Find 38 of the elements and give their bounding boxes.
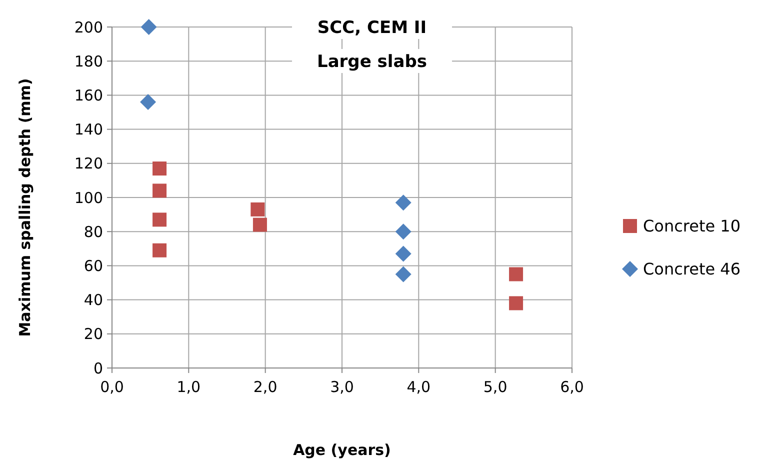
x-tick-label: 5,0 — [483, 378, 508, 396]
x-tick-label: 1,0 — [176, 378, 201, 396]
point — [140, 19, 157, 35]
point — [152, 243, 167, 258]
y-tick-label: 160 — [74, 86, 103, 104]
legend-label: Concrete 10 — [643, 216, 741, 236]
x-tick-label: 2,0 — [253, 378, 278, 396]
x-tick-label: 0,0 — [100, 378, 124, 396]
point — [252, 218, 267, 232]
y-tick-label: 180 — [74, 52, 103, 70]
chart-title: SCC, CEM II — [317, 18, 427, 38]
y-axis-title: Maximum spalling depth (mm) — [16, 78, 34, 337]
y-tick-label: 0 — [93, 359, 103, 378]
y-tick-label: 120 — [74, 154, 103, 173]
point — [509, 267, 524, 282]
point — [395, 194, 412, 211]
x-tick-label: 3,0 — [330, 378, 354, 396]
point — [140, 94, 156, 110]
point — [395, 246, 412, 262]
y-tick-label: 20 — [84, 325, 103, 344]
y-tick-label: 60 — [84, 256, 103, 275]
x-tick-label: 4,0 — [406, 378, 431, 396]
y-tick-label: 140 — [74, 120, 103, 139]
x-axis-title: Age (years) — [293, 441, 391, 459]
legend-label: Concrete 46 — [643, 260, 741, 279]
point — [152, 184, 167, 198]
y-tick-label: 80 — [84, 222, 103, 241]
x-tick-label: 6,0 — [560, 378, 584, 396]
point — [250, 202, 265, 216]
y-tick-label: 100 — [74, 188, 103, 207]
point — [395, 224, 412, 240]
point — [509, 296, 524, 310]
y-tick-label: 40 — [84, 291, 103, 310]
y-tick-label: 200 — [74, 18, 103, 36]
point — [395, 266, 412, 282]
text: Large slabs — [316, 52, 428, 72]
point — [152, 162, 167, 176]
point — [152, 212, 167, 227]
